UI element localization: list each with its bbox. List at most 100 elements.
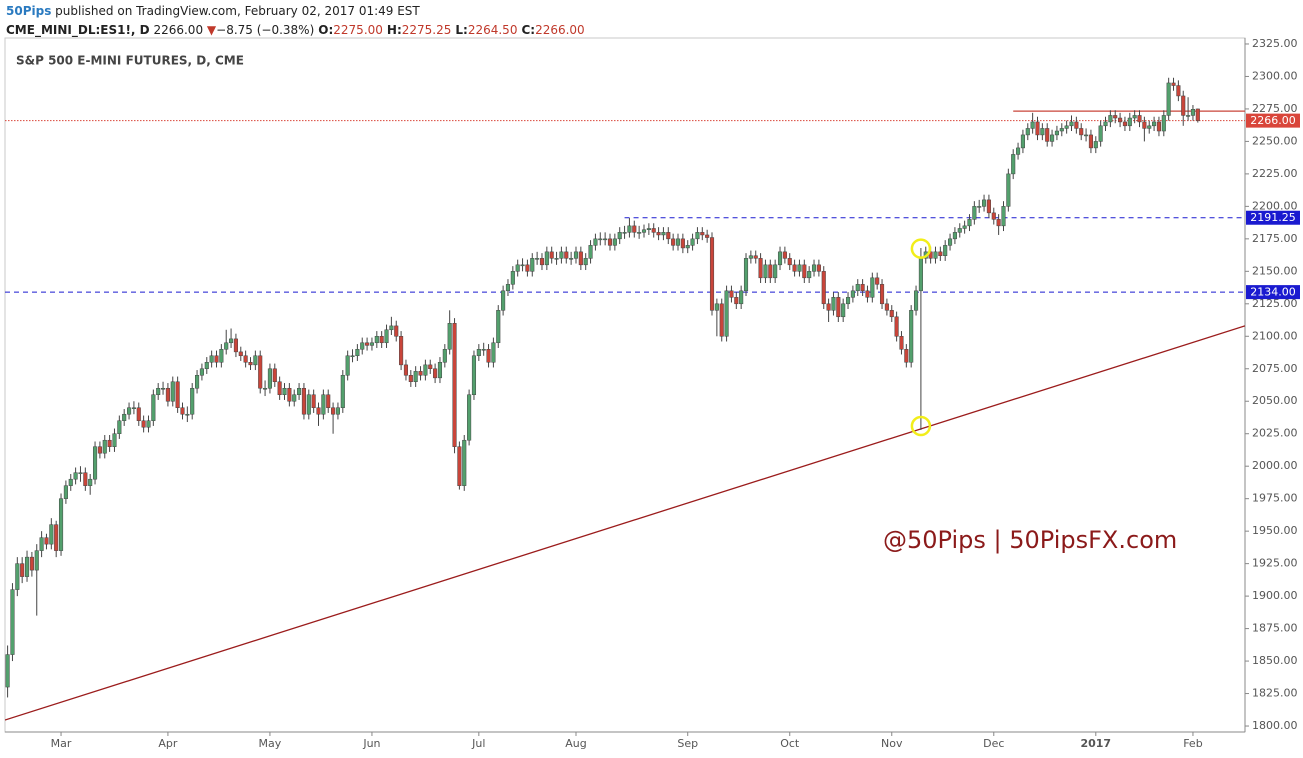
author[interactable]: 50Pips xyxy=(6,4,52,18)
level-label: 2134.00 xyxy=(1250,286,1296,299)
candle-body xyxy=(170,381,175,402)
candle-body xyxy=(826,303,831,311)
candle-body xyxy=(379,336,384,344)
candle-body xyxy=(695,232,700,240)
candle-body xyxy=(1006,173,1011,207)
candle-body xyxy=(539,258,545,266)
symbol[interactable]: CME_MINI_DL:ES1!, D xyxy=(6,23,150,37)
y-tick-label: 2150.00 xyxy=(1252,264,1298,277)
candle-body xyxy=(564,251,569,259)
candle-body xyxy=(1084,134,1089,137)
candle-body xyxy=(1108,115,1113,123)
candle-body xyxy=(292,394,297,402)
field-label: O: xyxy=(318,23,334,37)
candle-body xyxy=(875,277,880,285)
candle-body xyxy=(219,349,224,363)
candle-body xyxy=(617,232,622,240)
candle-body xyxy=(675,238,681,246)
candle-body xyxy=(1152,121,1157,127)
candle-body xyxy=(369,342,374,346)
y-tick-label: 1900.00 xyxy=(1252,589,1298,602)
trend-line xyxy=(5,325,1245,721)
candle-body xyxy=(603,238,608,241)
candle-body xyxy=(807,271,812,279)
y-tick-label: 1800.00 xyxy=(1252,719,1298,732)
candle-body xyxy=(467,394,472,441)
candle-body xyxy=(350,355,355,358)
candle-body xyxy=(646,228,651,231)
candle-body xyxy=(651,228,656,233)
candle-body xyxy=(447,323,452,350)
candle-body xyxy=(1069,121,1074,127)
x-tick-label: Feb xyxy=(1183,737,1202,750)
candle-body xyxy=(433,368,438,379)
y-tick-label: 2175.00 xyxy=(1252,232,1298,245)
symbol-line: CME_MINI_DL:ES1!, D 2266.00 ▼−8.75 (−0.3… xyxy=(6,21,585,40)
candle-body xyxy=(462,439,467,486)
x-tick-label: 2017 xyxy=(1080,737,1111,750)
candle-body xyxy=(389,325,394,331)
candle-body xyxy=(792,264,797,272)
candle-body xyxy=(768,264,773,279)
candle-body xyxy=(253,355,258,366)
level-tag xyxy=(1246,210,1300,225)
x-tick-label: Dec xyxy=(983,737,1004,750)
candle-body xyxy=(777,251,783,266)
candle-body xyxy=(491,342,496,363)
candle-body xyxy=(5,654,10,688)
candle-body xyxy=(612,238,617,246)
candle-body xyxy=(195,375,200,389)
publish-line: 50Pips published on TradingView.com, Feb… xyxy=(6,2,585,21)
candle-body xyxy=(374,336,379,344)
candle-body xyxy=(1171,82,1176,86)
candle-body xyxy=(452,323,457,447)
candle-body xyxy=(10,589,15,655)
candle-body xyxy=(365,342,370,346)
candle-body xyxy=(68,478,73,486)
candle-body xyxy=(1147,125,1152,129)
x-tick-label: Sep xyxy=(677,737,698,750)
candle-body xyxy=(724,290,729,337)
candle-body xyxy=(1054,130,1059,136)
candle-body xyxy=(437,362,443,379)
candle-body xyxy=(977,206,982,208)
candle-body xyxy=(714,303,719,311)
candle-body xyxy=(117,420,122,434)
candle-body xyxy=(248,362,253,366)
candle-body xyxy=(1098,125,1103,142)
candle-body xyxy=(471,355,477,395)
highlight-circle xyxy=(910,238,932,259)
candle-body xyxy=(948,238,953,246)
candle-body xyxy=(656,232,661,236)
y-tick-label: 2100.00 xyxy=(1252,329,1298,342)
candle-body xyxy=(811,264,817,272)
candle-body xyxy=(136,407,141,421)
candle-body xyxy=(986,199,991,214)
candle-body xyxy=(233,338,238,353)
candle-body xyxy=(763,264,768,279)
x-tick-label: Oct xyxy=(780,737,800,750)
candle-body xyxy=(258,355,263,389)
arrow: ▼ xyxy=(206,23,217,37)
candle-body xyxy=(102,439,107,454)
y-tick-label: 2200.00 xyxy=(1252,199,1298,212)
candle-body xyxy=(131,407,136,409)
field-label: H: xyxy=(386,23,402,37)
candle-body xyxy=(1118,117,1123,123)
candle-body xyxy=(734,297,739,305)
candle-body xyxy=(112,433,117,447)
candle-body xyxy=(559,251,564,259)
candle-body xyxy=(627,225,632,233)
candle-body xyxy=(530,258,535,272)
candle-body xyxy=(1016,147,1021,155)
y-tick-label: 2300.00 xyxy=(1252,69,1298,82)
candle-body xyxy=(841,303,846,318)
candle-body xyxy=(1181,95,1186,116)
candle-body xyxy=(1030,121,1035,129)
candle-body xyxy=(1195,108,1200,121)
candle-body xyxy=(1050,134,1055,142)
candle-body xyxy=(1161,115,1166,132)
candle-body xyxy=(758,258,763,279)
x-tick-label: Jul xyxy=(471,737,485,750)
y-tick-label: 2025.00 xyxy=(1252,427,1298,440)
